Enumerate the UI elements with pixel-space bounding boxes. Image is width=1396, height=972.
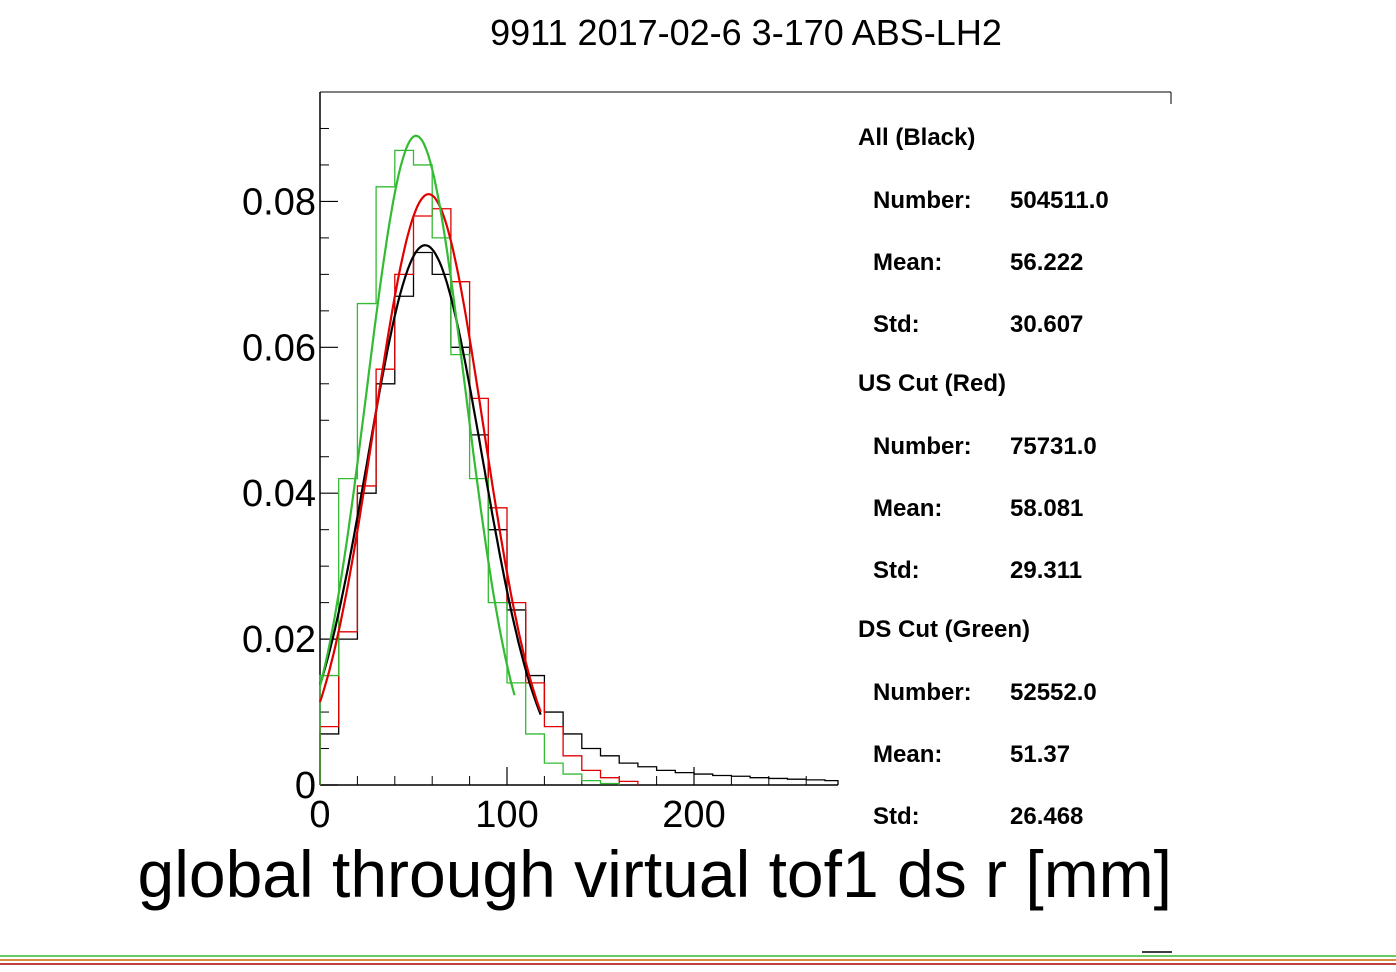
legend-stat-value: 51.37 (1010, 741, 1070, 768)
x-tick-label: 100 (475, 794, 538, 836)
plot-frame (319, 91, 1172, 786)
chart-title: 9911 2017-02-6 3-170 ABS-LH2 (490, 12, 1002, 53)
axis-ticks (319, 127, 807, 786)
bottom-border (0, 951, 1396, 965)
x-tick-label: 200 (662, 794, 725, 836)
y-tick-label: 0.06 (242, 327, 316, 369)
legend-stat-label: Mean: (873, 741, 942, 768)
legend-stat-value: 30.607 (1010, 311, 1083, 338)
histogram-series (319, 149, 620, 785)
y-tick-label: 0 (295, 765, 316, 807)
legend-stat-value: 52552.0 (1010, 679, 1097, 706)
x-tick-label: 0 (309, 794, 330, 836)
fit-curve (318, 192, 542, 713)
legend-stat-label: Std: (873, 803, 920, 830)
tick-labels: 0 0.02 0.04 0.06 0.08 0 100 200 (242, 181, 726, 836)
legend-stat-value: 58.081 (1010, 495, 1083, 522)
legend-stat-label: Mean: (873, 495, 942, 522)
legend-header: DS Cut (Green) (858, 616, 1030, 643)
legend-stat-label: Number: (873, 433, 972, 460)
legend-header: US Cut (Red) (858, 370, 1006, 397)
legend-stat-label: Mean: (873, 249, 942, 276)
fit-curve (318, 134, 516, 696)
legend-stat-label: Number: (873, 679, 972, 706)
legend-stat-value: 26.468 (1010, 803, 1083, 830)
x-axis-label: global through virtual tof1 ds r [mm] (138, 837, 1172, 911)
fit-curves (318, 134, 542, 716)
stats-legend: All (Black) Number: 504511.0 Mean: 56.222 Std… (858, 124, 1109, 830)
legend-stat-value: 29.311 (1010, 557, 1082, 584)
y-tick-label: 0.08 (242, 181, 316, 223)
fit-curve (318, 244, 542, 716)
histogram-series (319, 251, 839, 785)
legend-stat-label: Number: (873, 187, 972, 214)
legend-stat-value: 75731.0 (1010, 433, 1097, 460)
legend-stat-value: 56.222 (1010, 249, 1083, 276)
legend-header: All (Black) (858, 124, 975, 151)
histograms (319, 149, 839, 785)
legend-stat-value: 504511.0 (1010, 187, 1109, 214)
y-tick-label: 0.02 (242, 619, 316, 661)
legend-stat-label: Std: (873, 311, 920, 338)
y-tick-label: 0.04 (242, 473, 316, 515)
legend-stat-label: Std: (873, 557, 920, 584)
